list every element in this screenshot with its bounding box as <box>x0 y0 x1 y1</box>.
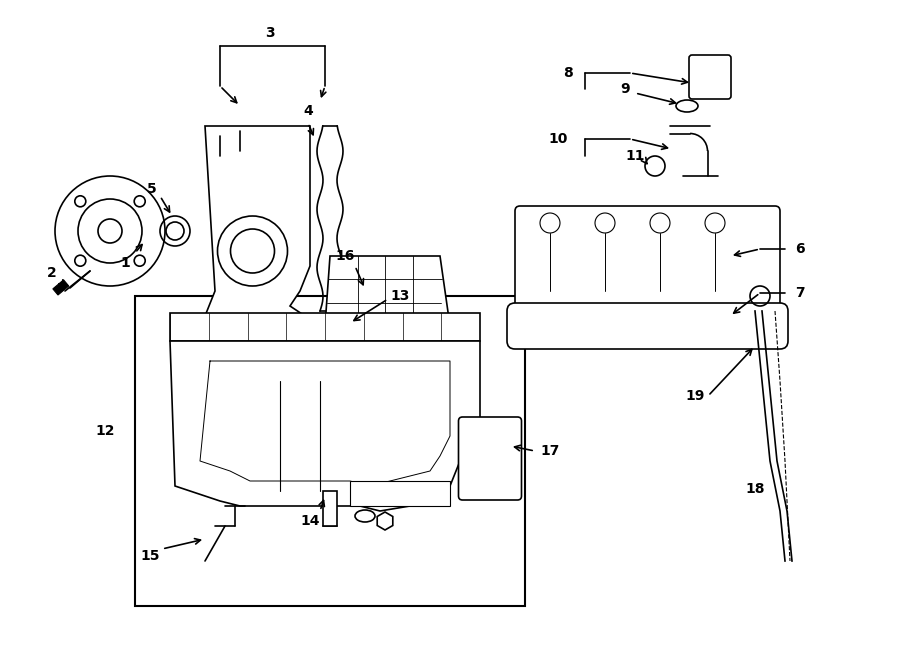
Text: 2: 2 <box>47 266 57 280</box>
Text: 7: 7 <box>796 286 805 300</box>
Polygon shape <box>350 481 450 506</box>
Bar <box>53 280 68 295</box>
FancyBboxPatch shape <box>507 303 788 349</box>
Text: 11: 11 <box>626 149 644 163</box>
Text: 14: 14 <box>301 514 320 528</box>
Polygon shape <box>325 256 450 326</box>
Text: 5: 5 <box>147 182 157 196</box>
Text: 18: 18 <box>745 482 765 496</box>
Text: 4: 4 <box>303 104 313 118</box>
Text: 19: 19 <box>685 389 705 403</box>
Text: 13: 13 <box>391 289 410 303</box>
Bar <box>135 296 525 606</box>
Text: 17: 17 <box>540 444 560 458</box>
Polygon shape <box>170 341 480 511</box>
FancyBboxPatch shape <box>689 55 731 99</box>
Text: 12: 12 <box>95 424 115 438</box>
Text: 15: 15 <box>140 549 160 563</box>
Bar <box>323 491 337 526</box>
Text: 1: 1 <box>120 256 130 270</box>
Polygon shape <box>205 126 310 316</box>
FancyBboxPatch shape <box>458 417 521 500</box>
Text: 8: 8 <box>563 66 573 80</box>
Text: 10: 10 <box>549 132 568 146</box>
Text: 3: 3 <box>266 26 274 40</box>
Bar <box>170 313 480 341</box>
Text: 16: 16 <box>336 249 355 263</box>
Text: 9: 9 <box>620 82 630 96</box>
FancyBboxPatch shape <box>515 206 780 311</box>
Text: 6: 6 <box>796 242 805 256</box>
